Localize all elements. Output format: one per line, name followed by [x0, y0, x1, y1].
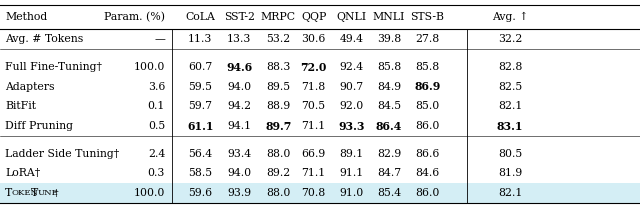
- Text: 86.0: 86.0: [415, 188, 440, 198]
- Text: 94.2: 94.2: [227, 101, 252, 111]
- Text: 72.0: 72.0: [300, 62, 327, 73]
- Text: 88.3: 88.3: [266, 62, 291, 72]
- Text: 94.0: 94.0: [227, 168, 252, 178]
- Text: 81.9: 81.9: [498, 168, 522, 178]
- Text: 94.0: 94.0: [227, 82, 252, 92]
- Text: 89.7: 89.7: [265, 121, 292, 131]
- Text: 82.1: 82.1: [498, 188, 522, 198]
- Text: 88.0: 88.0: [266, 149, 291, 159]
- Text: 93.9: 93.9: [227, 188, 252, 198]
- Text: 86.4: 86.4: [376, 121, 403, 131]
- Text: MRPC: MRPC: [261, 12, 296, 22]
- Text: UNE: UNE: [38, 189, 58, 197]
- Text: 0.1: 0.1: [148, 101, 165, 111]
- Text: 88.9: 88.9: [266, 101, 291, 111]
- Text: 70.8: 70.8: [301, 188, 326, 198]
- Text: 56.4: 56.4: [188, 149, 212, 159]
- Text: QNLI: QNLI: [336, 12, 367, 22]
- Text: 85.4: 85.4: [377, 188, 401, 198]
- Text: 58.5: 58.5: [188, 168, 212, 178]
- Text: 13.3: 13.3: [227, 34, 252, 44]
- Text: 84.6: 84.6: [415, 168, 440, 178]
- Text: 71.1: 71.1: [301, 121, 326, 131]
- Text: QQP: QQP: [301, 12, 326, 22]
- Text: 89.5: 89.5: [266, 82, 291, 92]
- Text: OKEN: OKEN: [12, 189, 38, 197]
- Text: 30.6: 30.6: [301, 34, 326, 44]
- Text: †: †: [54, 188, 58, 198]
- Text: 92.4: 92.4: [339, 62, 364, 72]
- Text: 70.5: 70.5: [301, 101, 326, 111]
- Text: Avg. # Tokens: Avg. # Tokens: [5, 34, 83, 44]
- Text: 86.6: 86.6: [415, 149, 440, 159]
- Text: 3.6: 3.6: [148, 82, 165, 92]
- Text: 92.0: 92.0: [339, 101, 364, 111]
- Text: 59.6: 59.6: [188, 188, 212, 198]
- Text: 85.8: 85.8: [377, 62, 401, 72]
- Text: 11.3: 11.3: [188, 34, 212, 44]
- Text: 90.7: 90.7: [339, 82, 364, 92]
- Text: 89.1: 89.1: [339, 149, 364, 159]
- Text: 84.5: 84.5: [377, 101, 401, 111]
- Text: 91.1: 91.1: [339, 168, 364, 178]
- Text: 71.8: 71.8: [301, 82, 326, 92]
- Text: 82.9: 82.9: [377, 149, 401, 159]
- Text: 86.9: 86.9: [414, 81, 441, 92]
- Text: 82.1: 82.1: [498, 101, 522, 111]
- Text: STS-B: STS-B: [411, 12, 444, 22]
- Text: 80.5: 80.5: [498, 149, 522, 159]
- Text: 85.0: 85.0: [415, 101, 440, 111]
- Text: 0.3: 0.3: [148, 168, 165, 178]
- Text: T: T: [5, 188, 12, 198]
- Text: T: T: [31, 188, 38, 198]
- Text: 53.2: 53.2: [266, 34, 291, 44]
- Text: 100.0: 100.0: [134, 188, 165, 198]
- Text: 2.4: 2.4: [148, 149, 165, 159]
- Text: 94.1: 94.1: [227, 121, 252, 131]
- Text: 66.9: 66.9: [301, 149, 326, 159]
- Text: Avg. ↑: Avg. ↑: [492, 12, 528, 22]
- Text: —: —: [154, 34, 165, 44]
- Text: Diff Pruning: Diff Pruning: [5, 121, 73, 131]
- Text: 27.8: 27.8: [415, 34, 440, 44]
- Text: 94.6: 94.6: [226, 62, 253, 73]
- Text: 71.1: 71.1: [301, 168, 326, 178]
- Text: 84.9: 84.9: [377, 82, 401, 92]
- Text: Adapters: Adapters: [5, 82, 54, 92]
- Text: SST-2: SST-2: [224, 12, 255, 22]
- Text: 60.7: 60.7: [188, 62, 212, 72]
- Text: Param. (%): Param. (%): [104, 12, 165, 22]
- Text: 59.7: 59.7: [188, 101, 212, 111]
- FancyBboxPatch shape: [0, 183, 640, 203]
- Text: 84.7: 84.7: [377, 168, 401, 178]
- Text: 83.1: 83.1: [497, 121, 524, 131]
- Text: CoLA: CoLA: [186, 12, 215, 22]
- Text: 32.2: 32.2: [498, 34, 522, 44]
- Text: 93.4: 93.4: [227, 149, 252, 159]
- Text: 91.0: 91.0: [339, 188, 364, 198]
- Text: BitFit: BitFit: [5, 101, 36, 111]
- Text: LoRA†: LoRA†: [5, 168, 40, 178]
- Text: 88.0: 88.0: [266, 188, 291, 198]
- Text: 49.4: 49.4: [339, 34, 364, 44]
- Text: 82.8: 82.8: [498, 62, 522, 72]
- Text: 0.5: 0.5: [148, 121, 165, 131]
- Text: 82.5: 82.5: [498, 82, 522, 92]
- Text: 39.8: 39.8: [377, 34, 401, 44]
- Text: 61.1: 61.1: [187, 121, 214, 131]
- Text: Ladder Side Tuning†: Ladder Side Tuning†: [5, 149, 120, 159]
- Text: Method: Method: [5, 12, 47, 22]
- Text: 100.0: 100.0: [134, 62, 165, 72]
- Text: 93.3: 93.3: [338, 121, 365, 131]
- Text: 85.8: 85.8: [415, 62, 440, 72]
- Text: 86.0: 86.0: [415, 121, 440, 131]
- Text: MNLI: MNLI: [373, 12, 405, 22]
- Text: Full Fine-Tuning†: Full Fine-Tuning†: [5, 62, 102, 72]
- Text: 59.5: 59.5: [188, 82, 212, 92]
- Text: 89.2: 89.2: [266, 168, 291, 178]
